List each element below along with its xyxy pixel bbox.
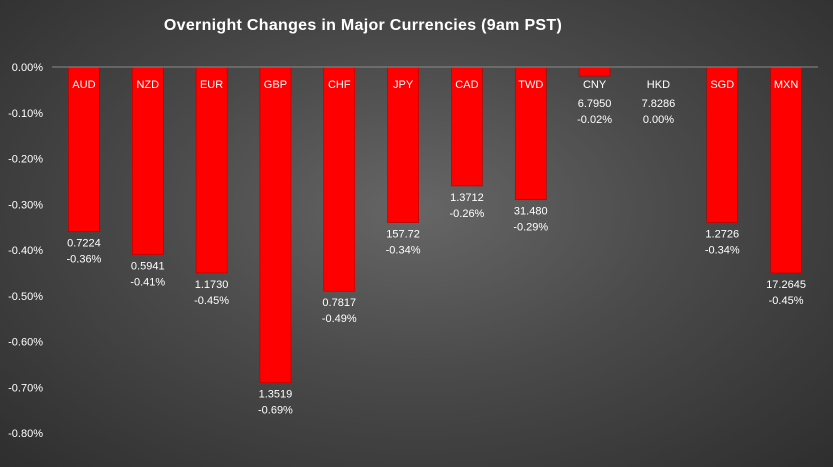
y-tick-label: -0.80% — [8, 428, 43, 440]
bar-jpy — [387, 66, 419, 223]
rate-label: 1.2726 — [705, 229, 739, 241]
value-label: -0.41% — [130, 277, 165, 289]
y-tick-label: -0.30% — [8, 199, 43, 211]
value-label: -0.36% — [66, 254, 101, 266]
category-label: JPY — [393, 79, 414, 91]
category-label: MXN — [774, 79, 799, 91]
bar-cad — [451, 66, 483, 187]
rate-label: 157.72 — [386, 229, 420, 241]
rate-label: 17.2645 — [766, 279, 806, 291]
category-label: HKD — [647, 79, 670, 91]
category-label: SGD — [710, 79, 734, 91]
y-tick-label: -0.20% — [8, 154, 43, 166]
y-tick-label: -0.60% — [8, 337, 43, 349]
rate-label: 1.1730 — [195, 279, 229, 291]
rate-label: 1.3712 — [450, 192, 484, 204]
rate-label: 1.3519 — [259, 389, 293, 401]
value-label: -0.45% — [194, 295, 229, 307]
rate-label: 0.7224 — [67, 238, 101, 250]
rate-label: 7.8286 — [642, 98, 676, 110]
bar-twd — [514, 66, 547, 200]
value-label: 0.00% — [643, 114, 674, 126]
rate-label: 0.5941 — [131, 261, 165, 273]
y-tick-label: -0.50% — [8, 291, 43, 303]
category-label: GBP — [264, 79, 287, 91]
bar-eur — [195, 66, 228, 274]
bar-aud — [68, 66, 100, 232]
y-tick-label: 0.00% — [12, 62, 43, 74]
y-tick-label: -0.70% — [8, 382, 43, 394]
value-label: -0.49% — [322, 313, 357, 325]
category-label: CAD — [455, 79, 478, 91]
rate-label: 31.480 — [514, 206, 548, 218]
category-label: CHF — [328, 79, 351, 91]
rate-label: 0.7817 — [322, 297, 356, 309]
bar-gbp — [259, 66, 292, 383]
y-tick-label: -0.10% — [8, 108, 43, 120]
y-axis-ticks: 0.00% -0.10% -0.20% -0.30% -0.40% -0.50% -0.60… — [8, 62, 43, 440]
bar-sgd — [706, 66, 739, 223]
rate-label: 6.7950 — [578, 98, 612, 110]
value-label: -0.29% — [513, 222, 548, 234]
category-label: AUD — [72, 79, 95, 91]
bar-cny — [578, 66, 611, 77]
bar-nzd — [131, 66, 164, 255]
bars-group — [68, 66, 802, 383]
bar-chf — [323, 66, 356, 292]
category-label: TWD — [518, 79, 543, 91]
bar-mxn — [770, 66, 802, 274]
value-label: -0.45% — [769, 295, 804, 307]
category-label: NZD — [136, 79, 159, 91]
y-tick-label: -0.40% — [8, 245, 43, 257]
value-label: -0.69% — [258, 405, 293, 417]
chart-title: Overnight Changes in Major Currencies (9… — [163, 17, 563, 34]
value-label: -0.34% — [386, 245, 421, 257]
labels-group: AUD 0.7224 -0.36% NZD 0.5941 -0.41% EUR 1.1730 -… — [66, 79, 805, 417]
value-label: -0.34% — [705, 245, 740, 257]
value-label: -0.02% — [577, 114, 612, 126]
category-label: CNY — [583, 79, 607, 91]
category-label: EUR — [200, 79, 223, 91]
value-label: -0.26% — [449, 208, 484, 220]
